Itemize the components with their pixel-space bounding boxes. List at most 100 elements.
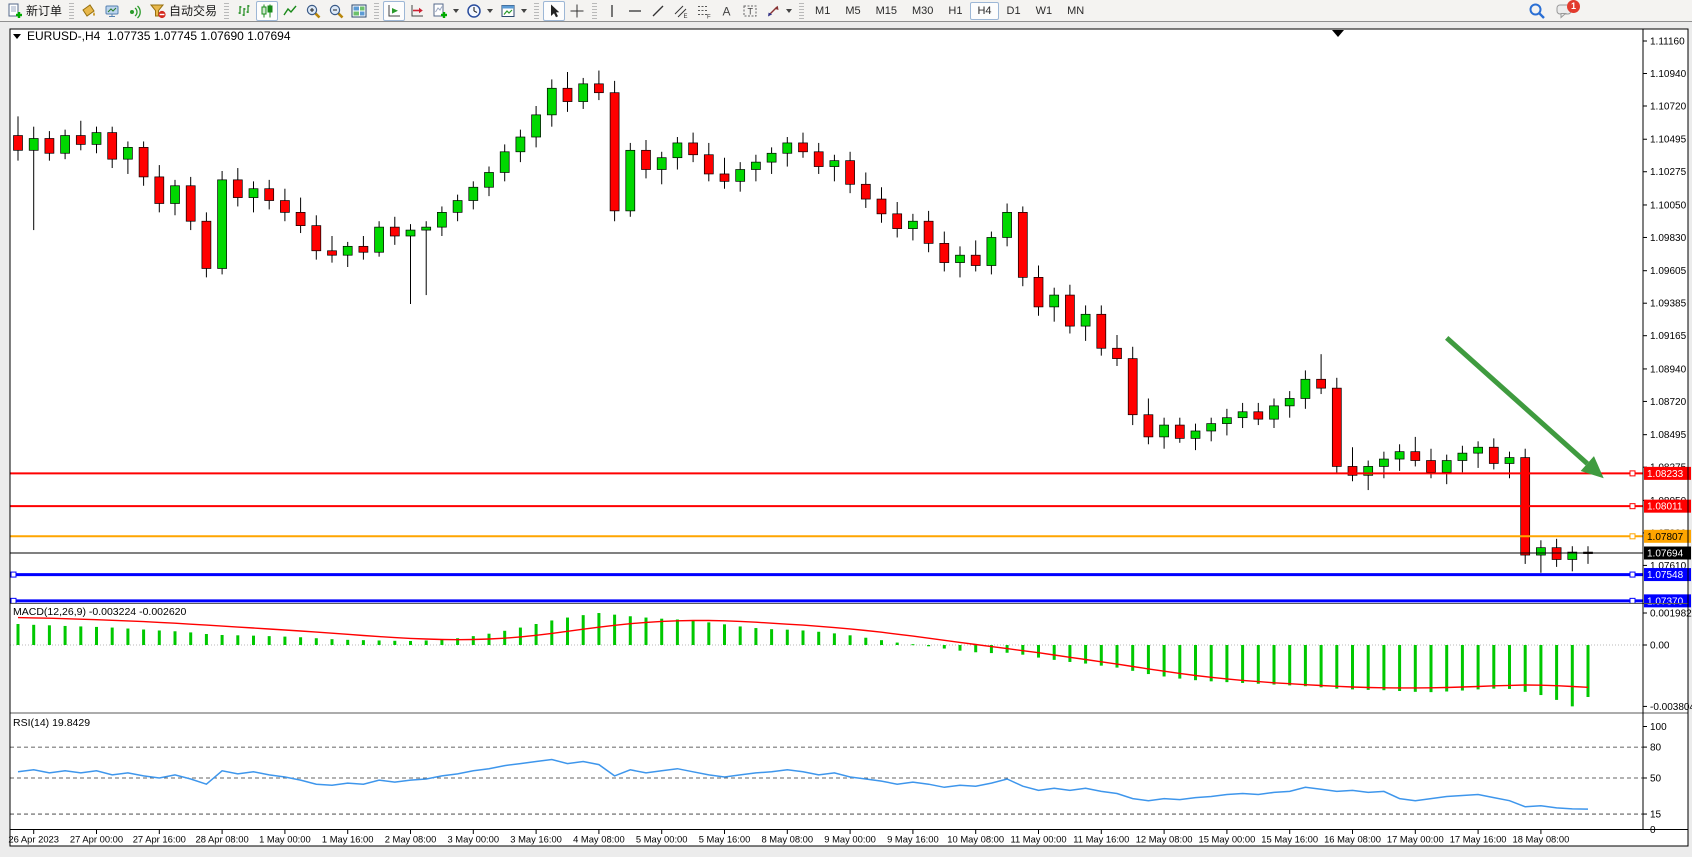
publish-button[interactable]: [101, 1, 123, 21]
styler-button[interactable]: [78, 1, 100, 21]
svg-text:15 May 00:00: 15 May 00:00: [1198, 834, 1255, 845]
chart-title[interactable]: EURUSD-,H4 1.07735 1.07745 1.07690 1.076…: [13, 29, 291, 43]
svg-text:1.10720: 1.10720: [1650, 101, 1687, 112]
svg-text:1.10275: 1.10275: [1650, 167, 1687, 178]
text-button[interactable]: A: [716, 1, 738, 21]
chevron-down-icon: [453, 8, 460, 13]
timeframe-m1[interactable]: M1: [815, 4, 831, 17]
svg-text:10 May 08:00: 10 May 08:00: [947, 834, 1004, 845]
timeframe-w1[interactable]: W1: [1035, 4, 1053, 17]
fibonacci-button[interactable]: F: [693, 1, 715, 21]
periods-button[interactable]: [463, 1, 496, 21]
timeframe-m15[interactable]: M15: [875, 4, 897, 17]
cursor-button[interactable]: [543, 0, 566, 21]
auto-scroll-icon: [386, 3, 402, 19]
vertical-line-icon: [604, 3, 620, 19]
chart-profile-button[interactable]: [497, 1, 530, 21]
svg-text:17 May 00:00: 17 May 00:00: [1387, 834, 1444, 845]
timeframe-m30[interactable]: M30: [912, 4, 934, 17]
timeframe-mn[interactable]: MN: [1067, 4, 1085, 17]
notification-badge: 1: [1567, 0, 1580, 13]
chevron-down-icon: [13, 33, 21, 39]
search-icon[interactable]: [1528, 2, 1546, 20]
svg-text:1.07548: 1.07548: [1647, 570, 1684, 581]
svg-text:27 Apr 16:00: 27 Apr 16:00: [133, 834, 186, 845]
vertical-line-button[interactable]: [601, 1, 623, 21]
autotrade-button[interactable]: 自动交易: [147, 1, 220, 21]
svg-text:1.09830: 1.09830: [1650, 233, 1687, 244]
arrows-icon: [765, 3, 781, 19]
zoom-out-icon: [328, 3, 344, 19]
svg-text:2 May 08:00: 2 May 08:00: [385, 834, 437, 845]
toolbar-grip[interactable]: [592, 2, 598, 19]
trendline-icon: [650, 3, 666, 19]
zoom-in-icon: [305, 3, 321, 19]
horizontal-line-icon: [627, 3, 643, 19]
svg-text:T: T: [748, 6, 754, 16]
svg-text:12 May 08:00: 12 May 08:00: [1136, 834, 1193, 845]
chart-shift-marker: [1332, 30, 1344, 37]
line-chart-button[interactable]: [279, 1, 301, 21]
svg-text:1.07694: 1.07694: [1647, 548, 1684, 559]
text-label-button[interactable]: T: [739, 1, 761, 21]
auto-scroll-button[interactable]: [383, 0, 406, 21]
timeframe-h1[interactable]: H1: [948, 4, 963, 17]
rsi-pane: 100 80 50 15 0 RSI(14) 19.8429: [13, 717, 1667, 836]
price-chart-canvas[interactable]: 1.11160 1.10940 1.10720 1.10495 1.10275 1.100…: [0, 22, 1692, 857]
svg-text:0: 0: [1650, 825, 1656, 836]
svg-text:1.09605: 1.09605: [1650, 266, 1687, 277]
timeframe-h4[interactable]: H4: [970, 1, 999, 20]
arrows-button[interactable]: [762, 1, 795, 21]
tile-windows-button[interactable]: [348, 1, 370, 21]
macd-pane: 0.001982 0.00 -0.003804 MACD(12,26,9) -0.00…: [13, 606, 1692, 713]
chat-button[interactable]: 1: [1556, 0, 1580, 20]
zoom-in-button[interactable]: [302, 1, 324, 21]
indicators-icon: [432, 3, 448, 19]
svg-text:1.11160: 1.11160: [1650, 37, 1685, 48]
timeframe-m5[interactable]: M5: [845, 4, 861, 17]
channel-button[interactable]: E: [670, 1, 692, 21]
autotrade-label: 自动交易: [169, 4, 218, 18]
svg-text:17 May 16:00: 17 May 16:00: [1450, 834, 1507, 845]
svg-text:11 May 00:00: 11 May 00:00: [1010, 834, 1066, 845]
svg-text:A: A: [723, 4, 731, 18]
toolbar-grip[interactable]: [374, 2, 380, 19]
candlestick-chart-button[interactable]: [256, 0, 279, 21]
svg-text:8 May 08:00: 8 May 08:00: [761, 834, 813, 845]
bar-chart-button[interactable]: [233, 1, 255, 21]
svg-text:100: 100: [1650, 722, 1667, 733]
svg-text:1.08495: 1.08495: [1650, 430, 1687, 441]
autotrade-funnel-icon: [150, 3, 166, 19]
toolbar-grip[interactable]: [799, 2, 805, 19]
svg-text:1.07807: 1.07807: [1647, 532, 1684, 543]
svg-text:1 May 16:00: 1 May 16:00: [322, 834, 374, 845]
svg-text:MACD(12,26,9) -0.003224 -0.002: MACD(12,26,9) -0.003224 -0.002620: [13, 606, 187, 618]
signals-button[interactable]: [124, 1, 146, 21]
fibonacci-icon: F: [696, 3, 712, 19]
svg-text:28 Apr 08:00: 28 Apr 08:00: [196, 834, 249, 845]
candlestick-chart-icon: [259, 3, 275, 19]
new-order-icon: [7, 3, 23, 19]
svg-text:15: 15: [1650, 810, 1662, 821]
chart-profile-icon: [500, 3, 516, 19]
trendline-button[interactable]: [647, 1, 669, 21]
rsi-levels: [10, 746, 1643, 815]
chart-title-text: EURUSD-,H4 1.07735 1.07745 1.07690 1.076…: [27, 29, 291, 43]
svg-text:15 May 16:00: 15 May 16:00: [1261, 834, 1318, 845]
toolbar-grip[interactable]: [224, 2, 230, 19]
horizontal-line-button[interactable]: [624, 1, 646, 21]
timeframe-d1[interactable]: D1: [1006, 4, 1021, 17]
text-label-icon: T: [742, 3, 758, 19]
toolbar-grip[interactable]: [69, 2, 75, 19]
horizontal-lines: 1.08233 1.08011 1.07807 1.07548 1.07370: [10, 466, 1691, 608]
svg-text:0.00: 0.00: [1650, 641, 1670, 652]
chevron-down-icon: [521, 8, 528, 13]
indicators-button[interactable]: [429, 1, 462, 21]
zoom-out-button[interactable]: [325, 1, 347, 21]
toolbar-grip[interactable]: [534, 2, 540, 19]
bar-chart-icon: [236, 3, 252, 19]
crosshair-button[interactable]: [566, 1, 588, 21]
svg-text:9 May 00:00: 9 May 00:00: [824, 834, 876, 845]
chart-shift-button[interactable]: [406, 1, 428, 21]
new-order-button[interactable]: 新订单: [4, 1, 65, 21]
